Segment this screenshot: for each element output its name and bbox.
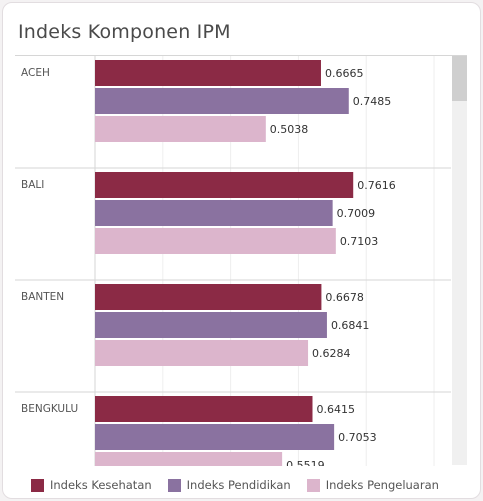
bar — [95, 228, 336, 254]
data-label: 0.5038 — [270, 123, 309, 136]
data-label: 0.7616 — [357, 179, 396, 192]
vertical-scrollbar[interactable] — [452, 56, 467, 465]
data-label: 0.6284 — [312, 347, 351, 360]
scrollbar-thumb[interactable] — [452, 56, 467, 101]
data-label: 0.7485 — [353, 95, 392, 108]
legend-swatch-kesehatan — [31, 478, 44, 492]
bar — [95, 116, 266, 142]
bar — [95, 424, 335, 450]
bar — [95, 396, 313, 422]
chart-title: Indeks Komponen IPM — [18, 21, 231, 43]
legend-item-kesehatan[interactable]: Indeks Kesehatan — [31, 478, 152, 492]
data-label: 0.5519 — [286, 459, 325, 466]
bar — [95, 284, 322, 310]
bar — [95, 340, 309, 366]
data-label: 0.6841 — [331, 319, 370, 332]
data-label: 0.7053 — [338, 431, 377, 444]
legend-swatch-pendidikan — [167, 478, 181, 492]
category-label: BANTEN — [21, 291, 64, 303]
data-label: 0.6415 — [316, 403, 355, 416]
legend-item-pengeluaran[interactable]: Indeks Pengeluaran — [306, 478, 439, 492]
category-label: ACEH — [21, 67, 50, 79]
data-label: 0.7103 — [340, 235, 379, 248]
category-label: BALI — [21, 179, 44, 191]
legend-label-pengeluaran: Indeks Pengeluaran — [325, 478, 439, 492]
legend-label-pendidikan: Indeks Pendidikan — [186, 478, 291, 492]
legend-swatch-pengeluaran — [306, 478, 320, 492]
legend-item-pendidikan[interactable]: Indeks Pendidikan — [167, 478, 291, 492]
data-label: 0.6665 — [325, 67, 364, 80]
bar — [95, 452, 283, 466]
plot-area: ACEH 0.6665 0.7485 0.5038 BALI 0.7616 0.7009 0.… — [15, 55, 467, 466]
bar — [95, 200, 333, 226]
bar — [95, 172, 354, 198]
chart-legend: Indeks Kesehatan Indeks Pendidikan Indek… — [31, 476, 455, 494]
bar — [95, 60, 321, 86]
bar-chart: ACEH 0.6665 0.7485 0.5038 BALI 0.7616 0.7009 0.… — [15, 56, 451, 466]
legend-label-kesehatan: Indeks Kesehatan — [50, 478, 152, 492]
data-label: 0.7009 — [337, 207, 376, 220]
data-label: 0.6678 — [325, 291, 364, 304]
bar — [95, 312, 327, 338]
category-label: BENGKULU — [21, 403, 78, 415]
bar — [95, 88, 349, 114]
